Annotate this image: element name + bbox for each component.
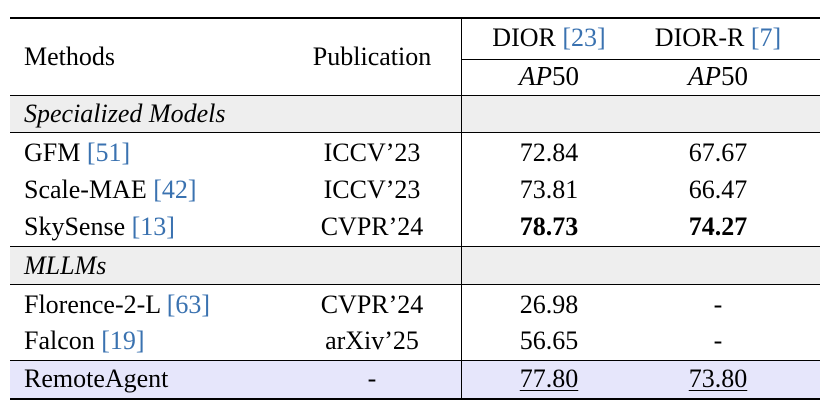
section-rule-3 — [10, 284, 820, 285]
ours-dior-second-best: 77.80 — [519, 364, 579, 393]
header-rule — [10, 95, 820, 96]
ours-publication: - — [367, 364, 377, 393]
metric-number: 50 — [721, 61, 748, 91]
metric-letters: AP — [519, 61, 552, 91]
section-rule-1 — [10, 132, 820, 133]
table-row-dior: 26.98 — [519, 290, 579, 319]
table-row-publication: CVPR’24 — [320, 212, 424, 241]
method-name: SkySense — [24, 212, 126, 241]
table-row-dior-r: 66.47 — [688, 175, 748, 204]
section-label-mllms: MLLMs — [24, 251, 107, 280]
metric-letters: AP — [688, 61, 721, 91]
section-label-specialized: Specialized Models — [24, 99, 226, 128]
table-row-dior: 72.84 — [519, 138, 579, 167]
metric-number: 50 — [552, 61, 579, 91]
header-dior-metric: AP50 — [519, 61, 579, 91]
table-row-publication: ICCV’23 — [323, 138, 421, 167]
method-citation[interactable]: [42] — [153, 175, 197, 204]
bottom-rule — [10, 398, 820, 400]
table-row-dior-r: - — [713, 326, 723, 355]
table-row-method: GFM [51] — [24, 138, 130, 168]
header-dior-r-citation[interactable]: [7] — [750, 23, 782, 52]
table-row-dior: 56.65 — [519, 326, 579, 355]
table-row-publication: ICCV’23 — [323, 175, 421, 204]
header-dior-citation[interactable]: [23] — [562, 23, 606, 52]
header-dior-name: DIOR — [492, 23, 556, 52]
method-name: Scale-MAE — [24, 175, 147, 204]
table-row-method: Florence-2-L [63] — [24, 290, 210, 320]
ours-rule — [10, 360, 820, 361]
table-row-dior-r: 67.67 — [688, 138, 748, 167]
table-row-dior-r: - — [713, 290, 723, 319]
table-row-dior-best: 78.73 — [519, 212, 579, 241]
header-dior: DIOR [23] — [492, 23, 605, 53]
section-rule-2 — [10, 246, 820, 247]
header-dior-r-name: DIOR-R — [654, 23, 745, 52]
method-name: Florence-2-L — [24, 290, 161, 319]
ours-dior-r-second-best: 73.80 — [688, 364, 748, 393]
method-citation[interactable]: [63] — [166, 290, 211, 319]
method-citation[interactable]: [19] — [101, 326, 145, 355]
method-name: GFM — [24, 138, 81, 167]
section-band-mllms — [10, 246, 820, 284]
highlight-band-ours — [10, 360, 820, 398]
table-row-publication: CVPR’24 — [320, 290, 424, 319]
table-row-publication: arXiv’25 — [325, 326, 419, 355]
ours-method-name: RemoteAgent — [24, 364, 169, 393]
method-name: Falcon — [24, 326, 95, 355]
section-band-specialized — [10, 95, 820, 132]
header-publication: Publication — [312, 42, 432, 71]
method-citation[interactable]: [13] — [131, 212, 175, 241]
header-dior-r: DIOR-R [7] — [655, 23, 781, 53]
table-row-method: SkySense [13] — [24, 212, 175, 242]
table-row-method: Scale-MAE [42] — [24, 175, 197, 205]
subheader-rule — [461, 59, 820, 60]
top-rule — [10, 17, 820, 19]
table-row-dior-r-best: 74.27 — [688, 212, 748, 241]
header-dior-r-metric: AP50 — [688, 61, 748, 91]
method-citation[interactable]: [51] — [86, 138, 131, 167]
column-divider — [461, 19, 462, 398]
table-row-method: Falcon [19] — [24, 326, 145, 356]
header-methods: Methods — [24, 42, 115, 71]
table-row-dior: 73.81 — [519, 175, 579, 204]
